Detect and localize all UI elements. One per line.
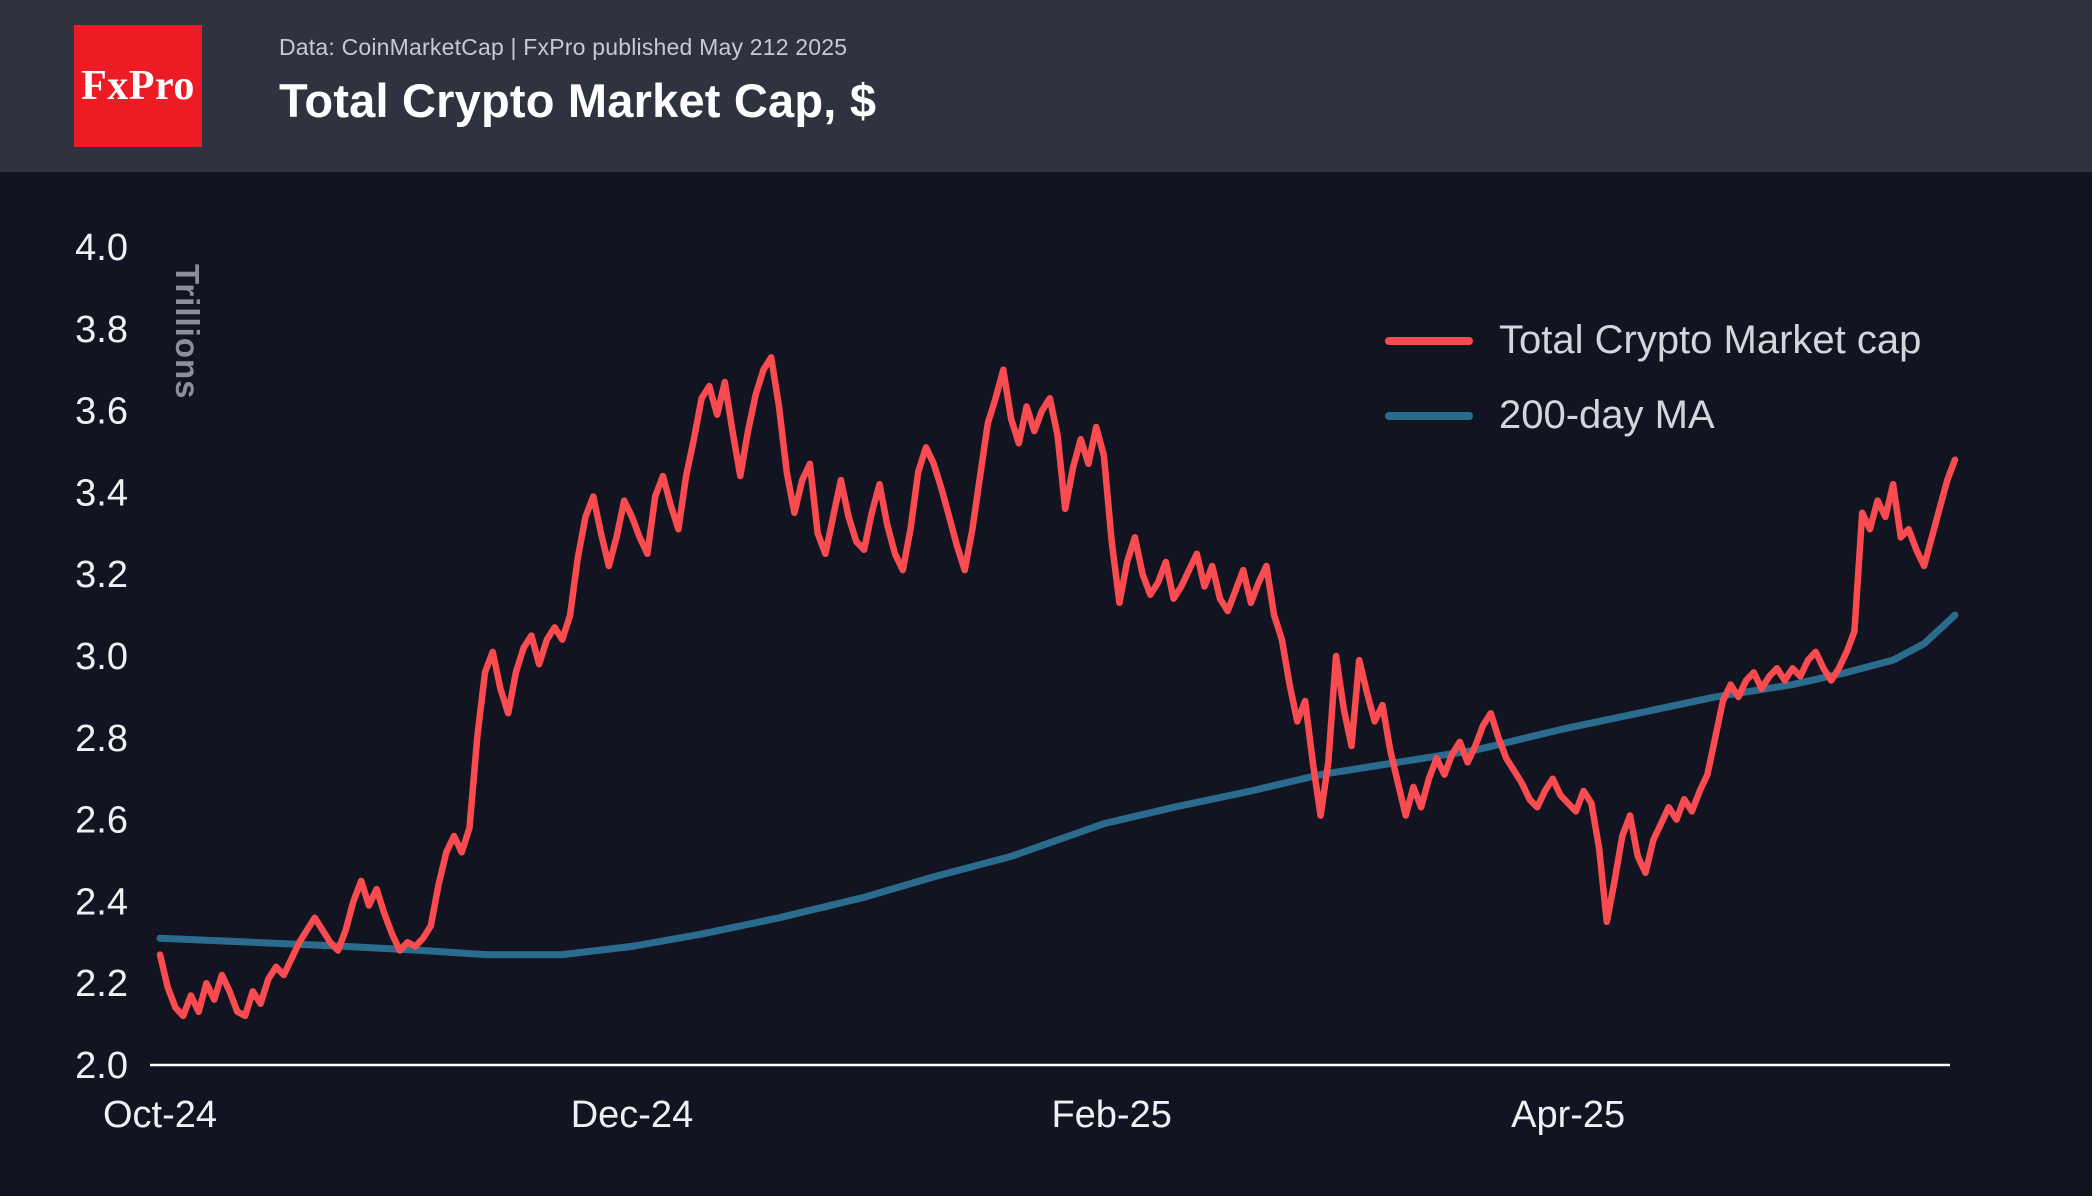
y-axis-tick: 3.0	[75, 636, 128, 678]
page-title: Total Crypto Market Cap, $	[279, 74, 877, 127]
y-axis-tick: 3.6	[75, 391, 128, 433]
ma-200-line	[156, 611, 1959, 959]
y-axis-title: Trillions	[169, 264, 206, 400]
header: FxPro Data: CoinMarketCap | FxPro publis…	[0, 0, 2092, 172]
legend-label: 200-day MA	[1499, 393, 1715, 437]
y-axis-tick: 3.4	[75, 472, 128, 514]
market-cap-line	[156, 354, 1959, 1020]
y-axis-tick: 3.8	[75, 309, 128, 351]
x-axis-tick: Oct-24	[103, 1094, 217, 1136]
legend-label: Total Crypto Market cap	[1499, 318, 1922, 362]
header-text: Data: CoinMarketCap | FxPro published Ma…	[279, 34, 876, 128]
legend-item: 200-day MA	[1385, 393, 1921, 438]
chart-legend: Total Crypto Market cap 200-day MA	[1385, 318, 1921, 438]
fxpro-logo: FxPro	[74, 25, 202, 147]
y-axis-tick: 4.0	[75, 227, 128, 269]
data-source-line: Data: CoinMarketCap | FxPro published Ma…	[279, 34, 848, 60]
y-axis-tick: 2.0	[75, 1045, 128, 1087]
x-axis-tick: Feb-25	[1051, 1094, 1171, 1136]
y-axis-tick: 3.2	[75, 554, 128, 596]
x-axis-tick: Dec-24	[571, 1094, 694, 1136]
legend-item: Total Crypto Market cap	[1385, 318, 1921, 363]
y-axis-tick: 2.8	[75, 718, 128, 760]
x-axis-tick: Apr-25	[1511, 1094, 1625, 1136]
y-axis-tick: 2.2	[75, 963, 128, 1005]
legend-swatch	[1385, 411, 1473, 420]
legend-swatch	[1385, 336, 1473, 345]
y-axis-tick: 2.4	[75, 881, 128, 923]
fxpro-logo-text: FxPro	[81, 63, 195, 109]
y-axis-tick: 2.6	[75, 800, 128, 842]
chart-canvas: 2.0 2.2 2.4 2.6 2.8 3.0 3.2 3.4 3.6 3.8 4.0 Trillio…	[75, 227, 1959, 1136]
